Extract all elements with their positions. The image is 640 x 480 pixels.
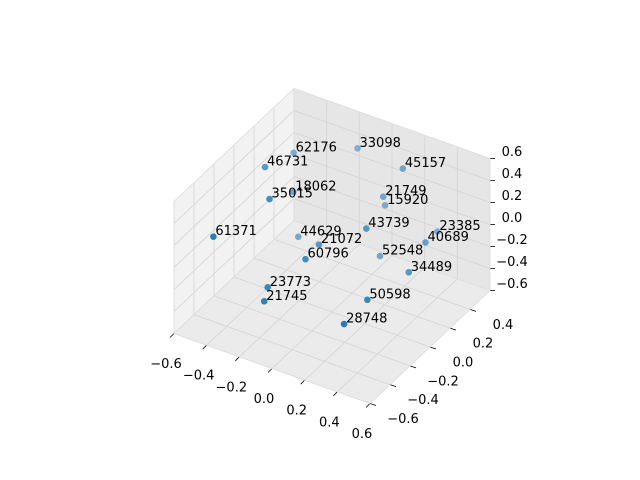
grid-line [293, 110, 491, 181]
grid-line [293, 198, 491, 269]
grid-line [253, 257, 451, 329]
point [340, 320, 348, 328]
point [364, 296, 371, 304]
y-tick-label: 0.2 [473, 337, 494, 352]
x-tick [300, 379, 305, 385]
point [266, 195, 273, 203]
point-label: 21745 [266, 289, 307, 304]
x-tick-label: 0.6 [352, 427, 373, 442]
y-tick [389, 384, 397, 388]
point [363, 225, 370, 232]
x-tick [333, 391, 338, 397]
grid-line [193, 314, 391, 386]
y-tick-label: −0.2 [427, 374, 459, 389]
y-tick-label: −0.4 [407, 393, 439, 408]
point-label: 44629 [300, 224, 341, 239]
point-label: 21749 [385, 184, 426, 199]
point-label: 40689 [428, 230, 469, 245]
point [290, 149, 297, 157]
point-label: 52548 [382, 244, 423, 259]
point [295, 233, 302, 241]
point-label: 60796 [307, 247, 348, 262]
grid-line [293, 154, 491, 225]
point-label: 18062 [295, 179, 336, 194]
point [315, 241, 323, 248]
point [376, 252, 384, 260]
point-label: 15920 [387, 193, 428, 208]
z-tick-label: 0.0 [502, 211, 523, 226]
grid-line [213, 295, 411, 367]
grid-line [293, 176, 491, 247]
grid-line [293, 132, 491, 203]
point [405, 269, 413, 276]
x-tick-label: −0.6 [150, 357, 182, 372]
z-tick-label: −0.6 [496, 277, 528, 292]
pane-edge [173, 333, 371, 404]
pane-edge [173, 220, 295, 334]
point-label: 43739 [368, 216, 409, 231]
point [354, 145, 361, 152]
point-label: 23385 [439, 219, 480, 234]
point-label: 21072 [321, 232, 362, 247]
y-tick [449, 327, 457, 331]
point [289, 188, 297, 196]
point [381, 202, 389, 209]
x-tick [267, 368, 273, 373]
y-tick [469, 308, 477, 312]
pane-edge [293, 220, 491, 291]
point-label: 45157 [405, 156, 446, 171]
x-tick [235, 356, 240, 362]
grid-line [173, 132, 295, 246]
point [260, 297, 268, 305]
point-label: 50598 [369, 287, 410, 302]
point [261, 163, 269, 171]
pane-edge [293, 88, 491, 159]
point [422, 239, 429, 246]
y-tick [409, 365, 417, 369]
y-tick [369, 403, 377, 406]
point-label: 34489 [411, 260, 452, 275]
point-label: 33098 [360, 136, 401, 151]
point-label: 28748 [346, 312, 387, 327]
point-label: 61371 [215, 224, 256, 239]
point [264, 284, 272, 291]
point-label: 35015 [272, 187, 313, 202]
pane-edge [173, 88, 295, 202]
point-label: 23773 [270, 275, 311, 290]
grid-line [173, 154, 295, 268]
z-tick-label: 0.6 [502, 145, 523, 160]
x-tick [365, 403, 371, 408]
x-tick-label: −0.4 [183, 369, 215, 384]
grid-line [273, 238, 471, 310]
grid-line [173, 198, 295, 312]
x-tick-label: 0.0 [254, 392, 275, 407]
x-tick-label: 0.2 [286, 404, 307, 419]
z-tick-label: 0.2 [502, 189, 523, 204]
y-tick-label: 0.0 [453, 356, 474, 371]
point [399, 165, 407, 172]
point-label: 62176 [296, 140, 337, 155]
y-tick-label: −0.6 [387, 412, 419, 427]
point [434, 228, 441, 235]
z-tick-label: 0.4 [502, 167, 523, 182]
x-tick-label: −0.2 [216, 380, 248, 395]
x-tick [202, 344, 207, 350]
grid-line [173, 176, 295, 290]
point [379, 193, 387, 201]
y-tick-label: 0.4 [493, 318, 514, 333]
point-label: 46731 [267, 155, 308, 170]
y-tick [429, 346, 437, 350]
grid-line [173, 110, 295, 224]
x-tick-label: 0.4 [319, 415, 340, 430]
z-tick-label: −0.2 [496, 233, 528, 248]
x-tick [169, 333, 175, 338]
point [302, 255, 309, 263]
point [210, 233, 217, 240]
z-tick-label: −0.4 [496, 255, 528, 270]
pane-edge [369, 290, 491, 404]
